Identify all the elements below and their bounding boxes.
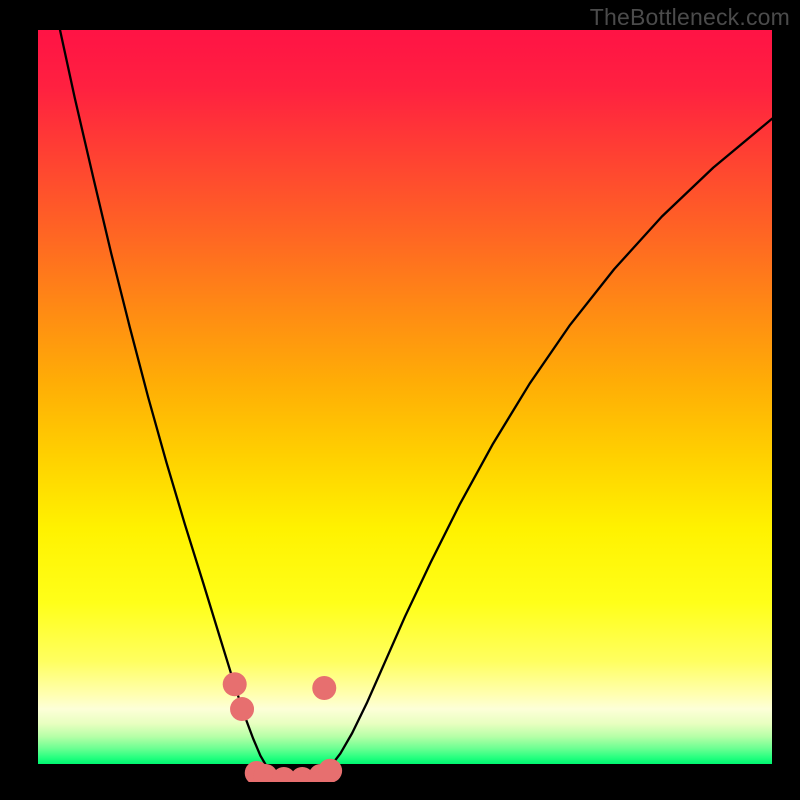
plot-area [38, 30, 772, 782]
chart-root: TheBottleneck.com [0, 0, 800, 800]
marker-dot [318, 759, 342, 782]
watermark-text: TheBottleneck.com [590, 4, 790, 31]
curve-layer [38, 30, 772, 782]
marker-dot [230, 697, 254, 721]
markers-group [223, 672, 342, 782]
marker-dot [223, 672, 247, 696]
v-curve [60, 30, 772, 781]
marker-dot [312, 676, 336, 700]
